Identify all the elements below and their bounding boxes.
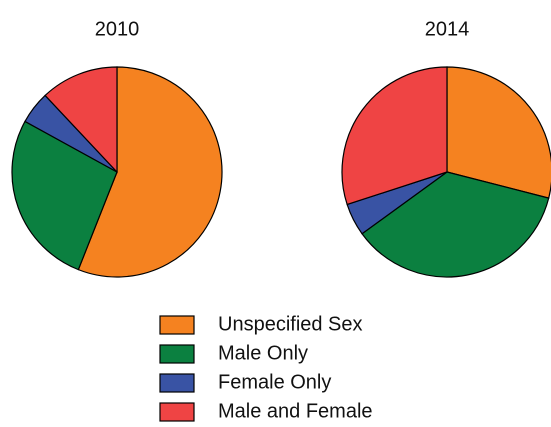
pie-slice [341, 66, 448, 206]
pie-slice [44, 66, 118, 174]
legend-label: Male and Female [218, 400, 373, 422]
legend-label: Unspecified Sex [218, 313, 363, 335]
legend-swatch [159, 315, 195, 335]
pie-slice [446, 66, 551, 199]
legend-swatch [159, 402, 195, 422]
legend-label: Male Only [218, 342, 308, 364]
legend-label: Female Only [218, 371, 331, 393]
pie-slice [11, 120, 118, 271]
pie-slice [77, 66, 223, 278]
legend-swatch [159, 373, 195, 393]
legend-swatch [159, 344, 195, 364]
pie-title: 2014 [425, 18, 470, 40]
pie-slice [361, 171, 550, 278]
pie-title: 2010 [95, 18, 140, 40]
